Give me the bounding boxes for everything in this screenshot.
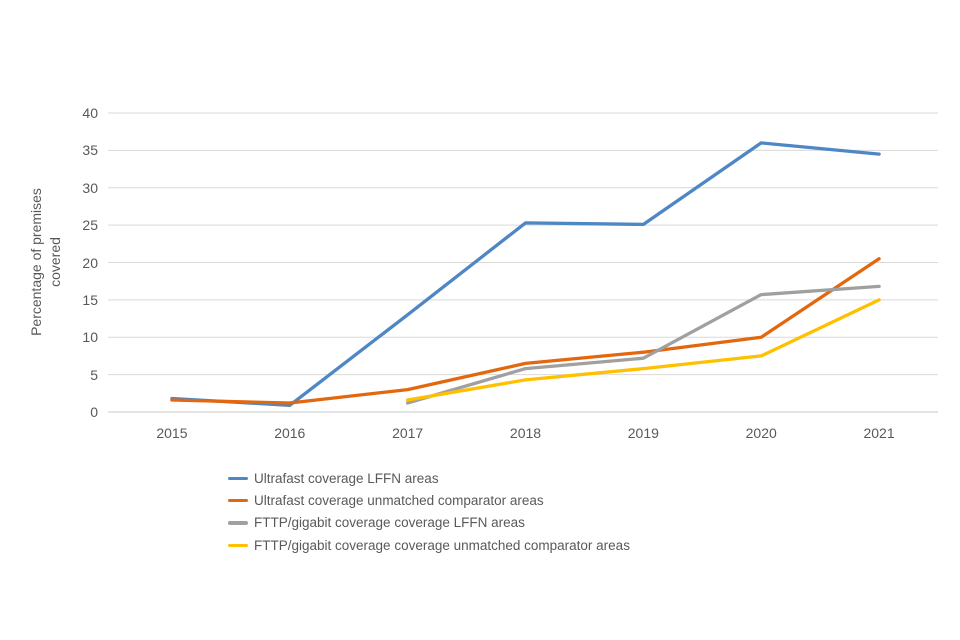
legend-label: Ultrafast coverage LFFN areas [254, 470, 439, 486]
legend-item-1: Ultrafast coverage unmatched comparator … [228, 489, 630, 511]
legend-swatch-icon [228, 543, 248, 548]
legend-label: FTTP/gigabit coverage coverage LFFN area… [254, 515, 525, 531]
legend-swatch-icon [228, 476, 248, 480]
legend-item-3: FTTP/gigabit coverage coverage unmatched… [228, 534, 630, 556]
y-tick-label: 30 [82, 179, 98, 196]
y-tick-label: 0 [90, 404, 98, 420]
y-tick-label: 25 [82, 217, 98, 234]
y-tick-label: 10 [82, 329, 98, 346]
gridlines [108, 112, 938, 413]
legend-swatch-icon [228, 498, 248, 503]
legend-swatch-icon [228, 521, 248, 525]
legend-item-2: FTTP/gigabit coverage coverage LFFN area… [228, 512, 630, 534]
x-tick-label: 2017 [392, 425, 424, 441]
y-tick-label: 5 [90, 366, 98, 383]
legend-label: Ultrafast coverage unmatched comparator … [254, 493, 544, 509]
y-tick-label: 20 [82, 254, 98, 271]
x-tick-label: 2021 [863, 425, 895, 441]
x-tick-label: 2015 [156, 425, 188, 441]
series-line-3 [405, 298, 881, 402]
x-tick-label: 2020 [745, 425, 777, 441]
series-line-1 [170, 257, 881, 405]
x-tick-label: 2018 [509, 425, 542, 441]
y-axis-title-line-1: Percentage of premises [28, 188, 44, 336]
series-line-0 [170, 141, 881, 407]
x-tick-label: 2016 [274, 425, 306, 441]
y-tick-label: 40 [82, 105, 98, 121]
legend-item-0: Ultrafast coverage LFFN areas [228, 467, 630, 489]
y-tick-label: 15 [82, 291, 98, 308]
legend-label: FTTP/gigabit coverage coverage unmatched… [254, 537, 630, 553]
legend: Ultrafast coverage LFFN areas Ultrafast c… [228, 467, 630, 557]
series-line-2 [405, 284, 881, 405]
x-tick-label: 2019 [627, 425, 659, 441]
y-tick-label: 35 [82, 142, 98, 159]
